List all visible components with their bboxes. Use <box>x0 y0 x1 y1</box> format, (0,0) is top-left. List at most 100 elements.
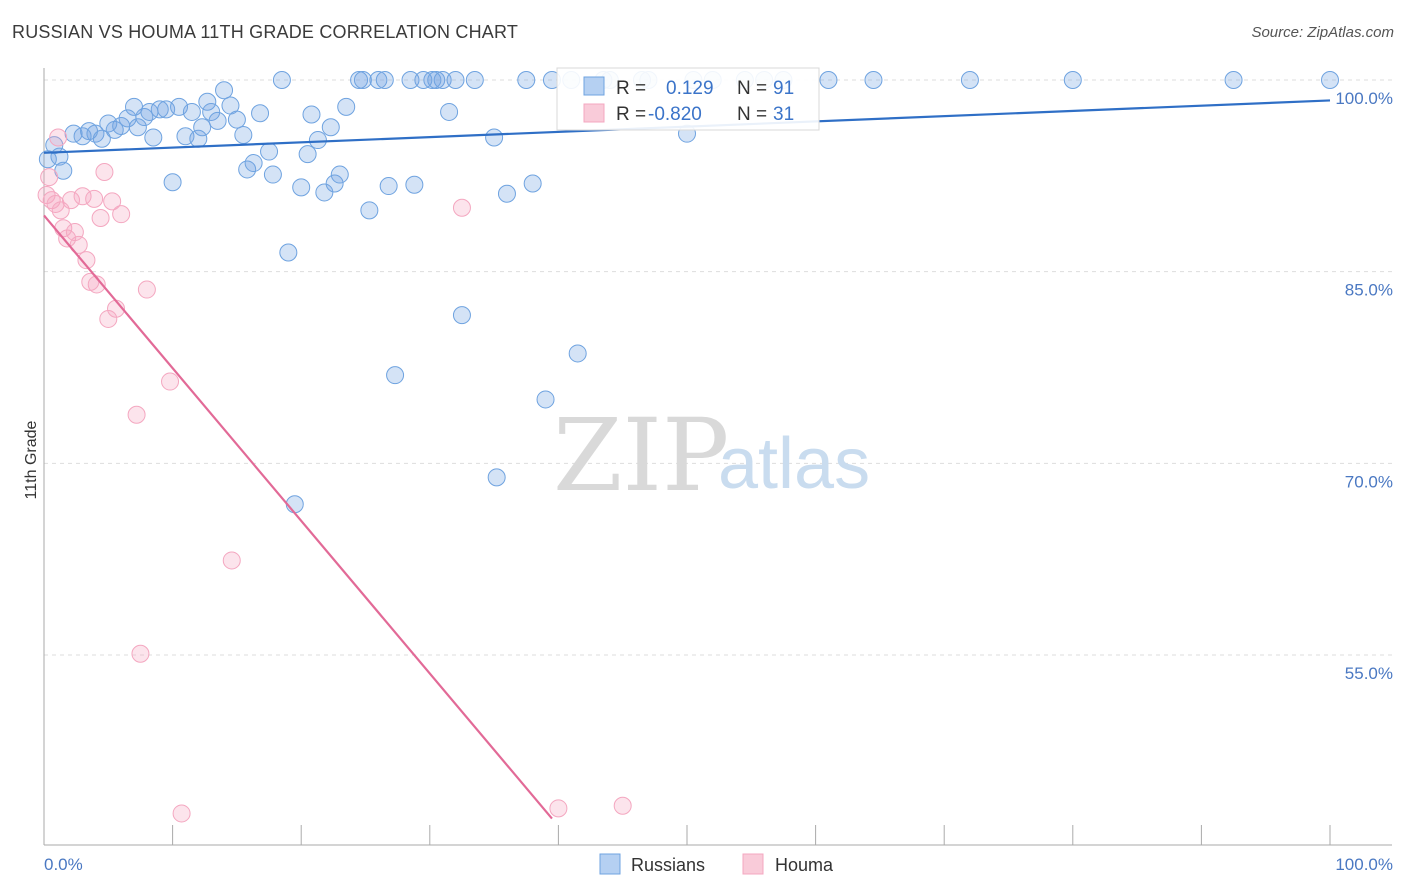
houma-point-18 <box>99 309 118 328</box>
y-tick-label-3: 100.0% <box>1335 89 1393 108</box>
russians-point-41 <box>292 178 311 197</box>
russians-point-44 <box>308 131 327 150</box>
watermark-zip: ZIP <box>553 397 729 514</box>
russians-point-50 <box>350 71 369 89</box>
y-tick-label-2: 85.0% <box>1345 281 1393 300</box>
russians-point-70 <box>517 71 536 89</box>
russians-point-27 <box>202 102 221 121</box>
russians-point-42 <box>298 145 317 164</box>
russians-point-60 <box>423 71 442 89</box>
russians-point-62 <box>433 71 452 89</box>
russians-point-63 <box>440 102 459 121</box>
russians-n-label: N = <box>737 78 767 99</box>
russians-point-49 <box>337 97 356 116</box>
russians-point-38 <box>272 71 291 89</box>
russians-swatch <box>583 76 605 96</box>
houma-point-1 <box>40 168 59 187</box>
russians-point-54 <box>375 71 394 89</box>
houma-point-11 <box>73 187 92 206</box>
russians-point-48 <box>330 165 349 184</box>
russians-point-37 <box>263 165 282 184</box>
houma-point-8 <box>62 191 81 210</box>
russians-n-value: 91 <box>773 78 794 99</box>
houma-point-10 <box>69 235 88 254</box>
houma-point-27 <box>222 551 241 570</box>
legend-houma-swatch <box>742 853 764 875</box>
russians-point-66 <box>465 71 484 89</box>
houma-point-23 <box>131 644 150 663</box>
legend-russians-swatch <box>599 853 621 875</box>
russians-point-39 <box>279 243 298 262</box>
houma-point-7 <box>58 229 77 248</box>
y-tick-label-1: 70.0% <box>1345 472 1393 491</box>
russians-point-88 <box>960 71 979 89</box>
russians-point-52 <box>360 201 379 220</box>
russians-point-56 <box>386 366 405 385</box>
russians-point-18 <box>150 100 169 119</box>
houma-point-4 <box>49 128 68 147</box>
russians-point-59 <box>414 71 433 89</box>
russians-point-25 <box>193 118 212 137</box>
russians-point-61 <box>427 71 446 89</box>
russians-point-40 <box>285 495 304 514</box>
russians-point-32 <box>234 125 253 144</box>
bottom-legend: Russians Houma <box>599 853 834 875</box>
russians-point-35 <box>251 104 270 123</box>
stats-legend: R = 0.129 N = 91 R = -0.820 N = 31 <box>556 67 820 131</box>
houma-point-24 <box>137 280 156 299</box>
russians-point-58 <box>405 175 424 194</box>
russians-r-label: R = <box>616 78 646 99</box>
houma-point-14 <box>85 189 104 208</box>
houma-r-value: -0.820 <box>648 104 702 125</box>
houma-point-28 <box>452 198 471 217</box>
russians-point-47 <box>325 174 344 193</box>
russians-point-26 <box>198 92 217 111</box>
russians-point-15 <box>135 108 154 127</box>
houma-points <box>37 128 632 823</box>
houma-point-26 <box>172 804 191 823</box>
houma-point-17 <box>95 163 114 181</box>
russians-point-43 <box>302 105 321 124</box>
russians-point-67 <box>485 128 504 147</box>
houma-point-15 <box>87 275 106 294</box>
russians-point-33 <box>238 160 257 179</box>
houma-swatch <box>583 103 605 123</box>
houma-trend-line <box>43 214 553 820</box>
watermark: ZIP atlas <box>553 397 870 514</box>
russians-point-75 <box>568 344 587 363</box>
russians-point-20 <box>163 173 182 192</box>
russians-point-55 <box>379 177 398 196</box>
russians-point-28 <box>208 111 227 130</box>
russians-point-53 <box>369 71 388 89</box>
houma-point-21 <box>112 205 131 224</box>
houma-point-29 <box>549 799 568 818</box>
russians-point-87 <box>864 71 883 89</box>
russians-point-68 <box>487 468 506 487</box>
x-tick-label-0: 0.0% <box>44 855 83 874</box>
russians-point-72 <box>536 390 555 409</box>
y-axis-label: 11th Grade <box>23 420 40 499</box>
russians-point-69 <box>497 184 516 203</box>
legend-russians-label: Russians <box>631 855 705 875</box>
russians-point-51 <box>353 71 372 89</box>
houma-point-16 <box>91 209 110 227</box>
russians-point-46 <box>321 118 340 137</box>
chart-title: RUSSIAN VS HOUMA 11TH GRADE CORRELATION … <box>12 22 519 42</box>
russians-point-45 <box>315 183 334 202</box>
houma-point-25 <box>161 372 180 391</box>
russians-point-90 <box>1224 71 1243 89</box>
russians-point-65 <box>452 306 471 325</box>
legend-houma-label: Houma <box>775 855 834 875</box>
source-credit: Source: ZipAtlas.com <box>1251 24 1394 41</box>
russians-point-64 <box>446 71 465 89</box>
russians-point-91 <box>1321 71 1339 89</box>
houma-point-19 <box>103 192 122 211</box>
russians-point-36 <box>260 142 279 161</box>
russians-point-34 <box>244 154 263 173</box>
russians-point-14 <box>128 118 147 137</box>
russians-point-23 <box>182 102 201 121</box>
houma-r-label: R = <box>616 104 646 125</box>
houma-n-value: 31 <box>773 104 794 125</box>
russians-point-86 <box>819 71 838 89</box>
